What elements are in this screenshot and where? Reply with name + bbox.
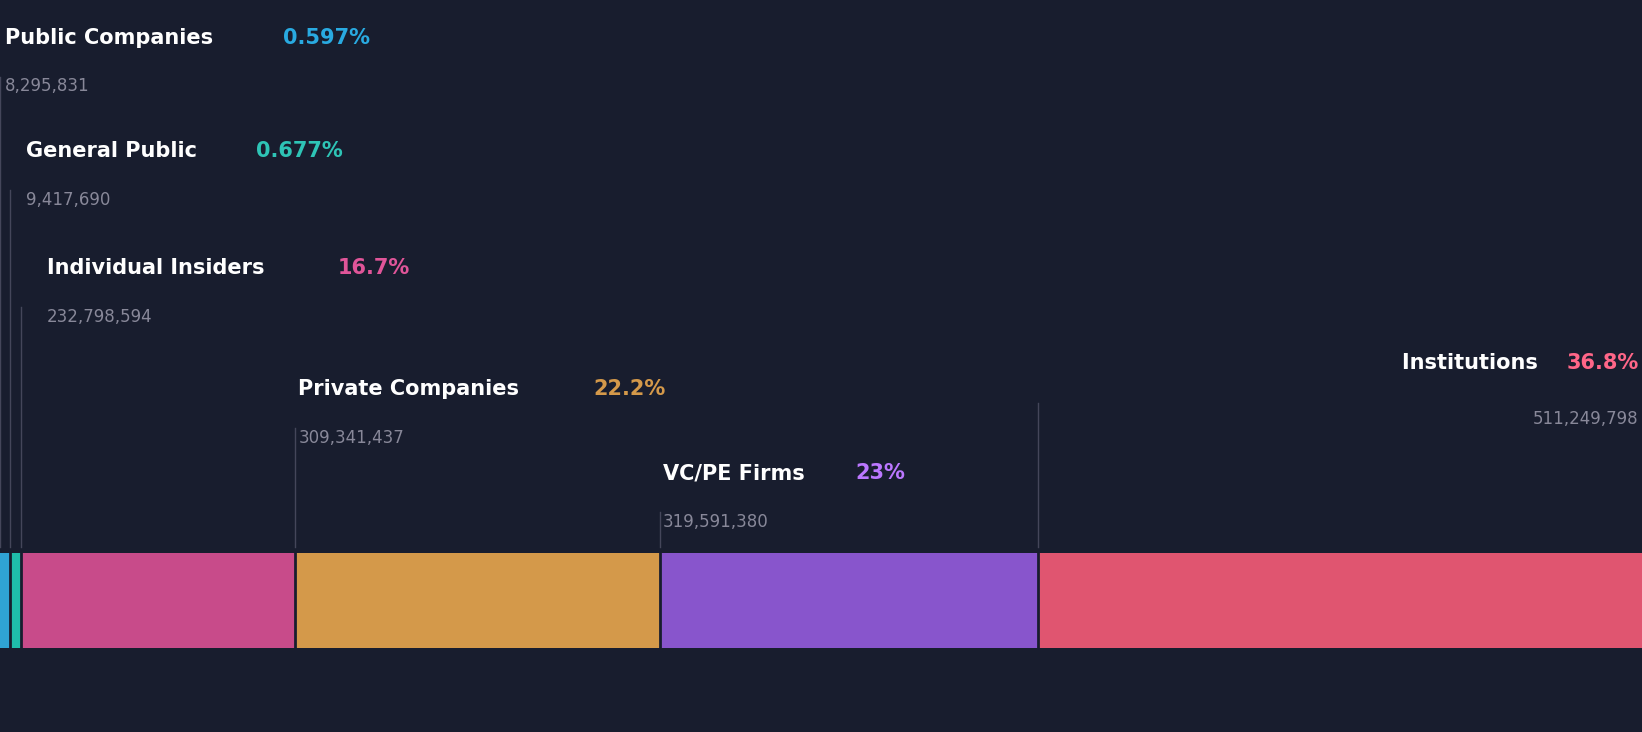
Bar <box>0 553 10 648</box>
Text: Institutions: Institutions <box>1402 354 1545 373</box>
Text: 319,591,380: 319,591,380 <box>663 512 768 531</box>
Text: Private Companies: Private Companies <box>299 379 527 399</box>
Text: 23%: 23% <box>855 463 905 483</box>
Text: 36.8%: 36.8% <box>1566 354 1639 373</box>
Text: 16.7%: 16.7% <box>337 258 409 278</box>
Text: 511,249,798: 511,249,798 <box>1534 410 1639 428</box>
Text: 22.2%: 22.2% <box>593 379 665 399</box>
Text: 309,341,437: 309,341,437 <box>299 428 404 447</box>
Text: 9,417,690: 9,417,690 <box>26 190 110 209</box>
Bar <box>1038 553 1642 648</box>
Text: Individual Insiders: Individual Insiders <box>48 258 273 278</box>
Bar <box>10 553 21 648</box>
Text: General Public: General Public <box>26 141 205 161</box>
Bar <box>660 553 1038 648</box>
Bar <box>21 553 296 648</box>
Text: Public Companies: Public Companies <box>5 28 220 48</box>
Text: 0.677%: 0.677% <box>256 141 343 161</box>
Text: 0.597%: 0.597% <box>282 28 369 48</box>
Text: 232,798,594: 232,798,594 <box>48 307 153 326</box>
Text: VC/PE Firms: VC/PE Firms <box>663 463 813 483</box>
Bar <box>296 553 660 648</box>
Text: 8,295,831: 8,295,831 <box>5 77 90 95</box>
